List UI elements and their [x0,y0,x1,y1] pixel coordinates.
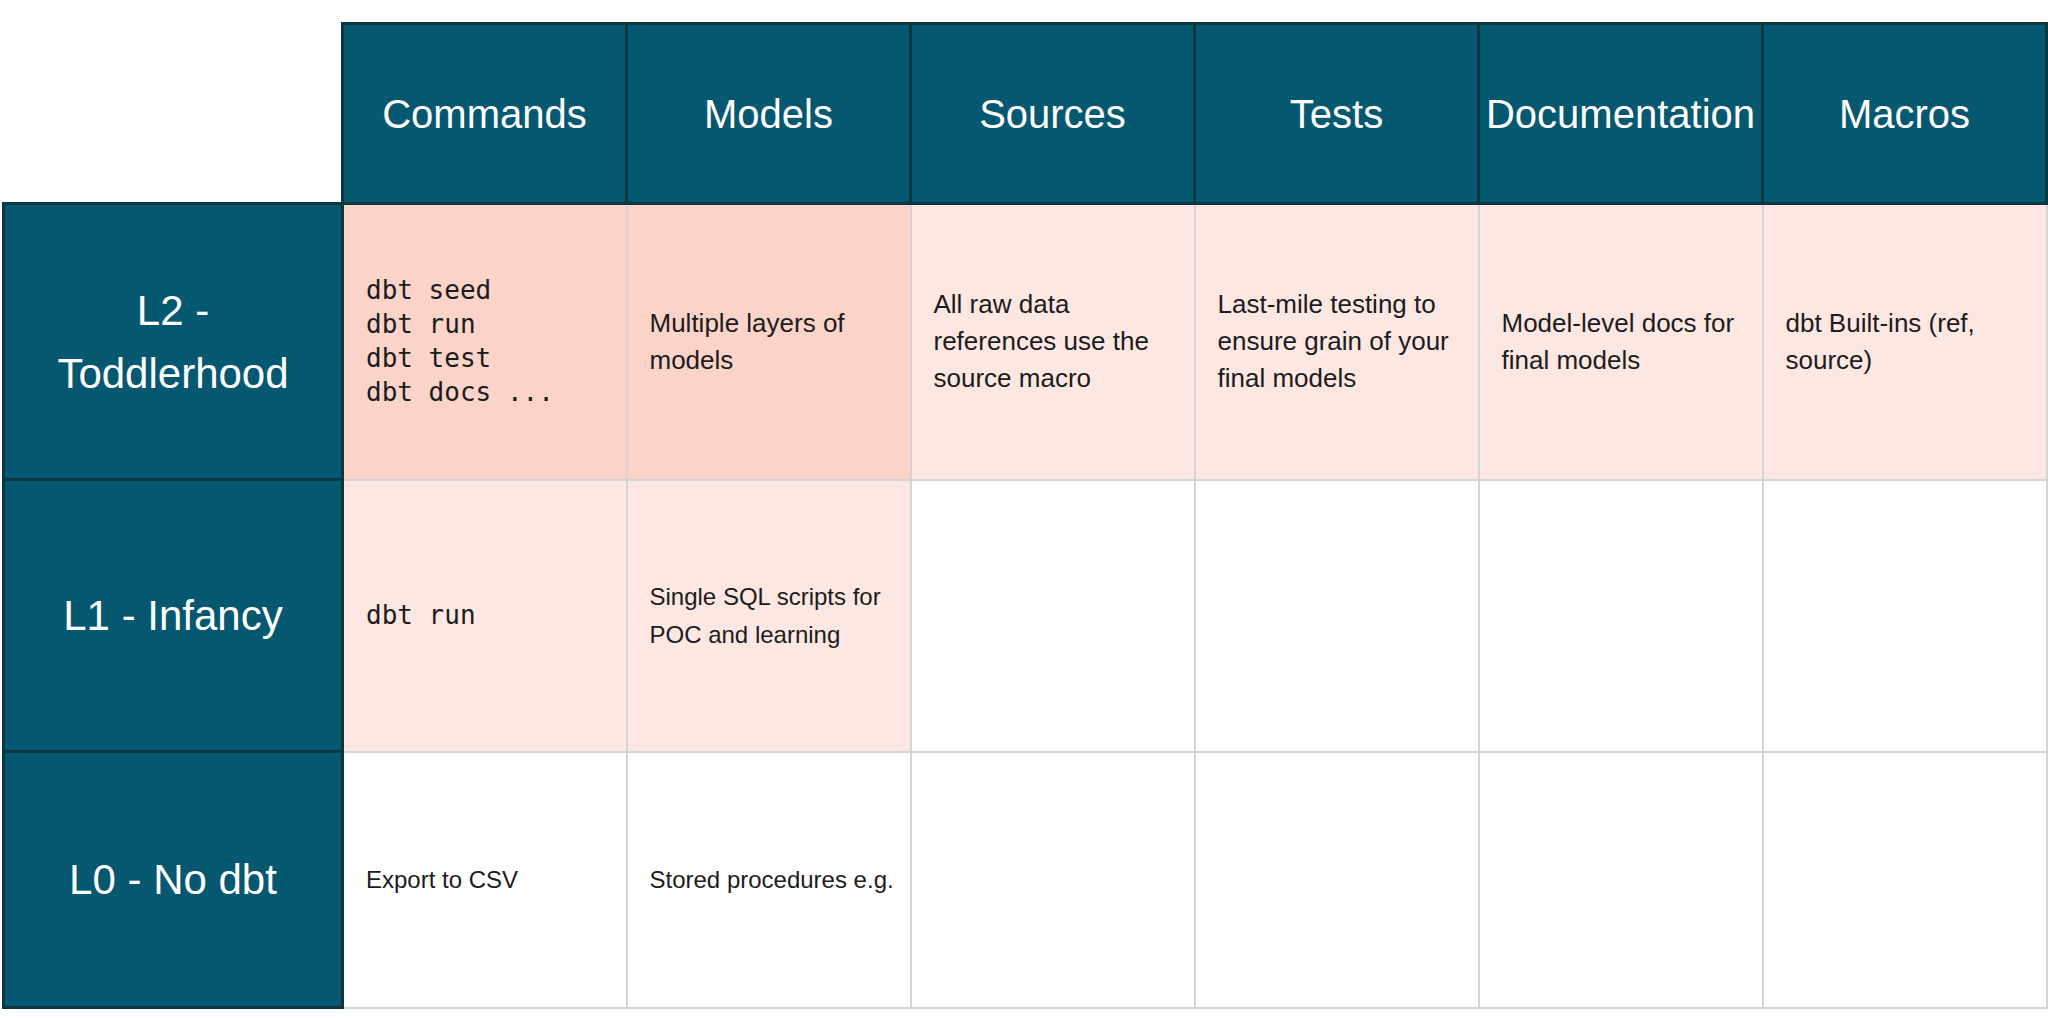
col-header-label: Sources [912,90,1193,138]
cell-text [1764,870,2046,890]
corner-spacer [4,24,343,204]
row-header-l2: L2 - Toddlerhood [4,204,343,480]
cell-text [1196,870,1478,890]
col-header-label: Macros [1764,90,2045,138]
row-header-label: L0 - No dbt [5,848,341,911]
cell-text: Last-mile testing to ensure grain of you… [1196,276,1478,407]
col-header-tests: Tests [1195,24,1479,204]
cell-text [1764,606,2046,626]
row-l0-no-dbt: L0 - No dbt Export to CSV Stored procedu… [4,752,2047,1008]
cell-l1-documentation [1479,480,1763,752]
cell-l1-sources [911,480,1195,752]
cell-text [912,606,1194,626]
cell-text: All raw data references use the source m… [912,276,1194,407]
col-header-commands: Commands [343,24,627,204]
cell-l2-tests: Last-mile testing to ensure grain of you… [1195,204,1479,480]
cell-text: Single SQL scripts for POC and learning [628,568,910,662]
cell-l0-tests [1195,752,1479,1008]
cell-text [912,870,1194,890]
code-block: dbt seed dbt run dbt test dbt docs ... [344,264,626,419]
col-header-models: Models [627,24,911,204]
cell-text [1196,606,1478,626]
cell-l2-documentation: Model-level docs for final models [1479,204,1763,480]
cell-text: dbt Built-ins (ref, source) [1764,295,2046,389]
col-header-label: Models [628,90,909,138]
cell-l0-macros [1763,752,2047,1008]
row-l1-infancy: L1 - Infancy dbt run Single SQL scripts … [4,480,2047,752]
cell-l0-sources [911,752,1195,1008]
row-header-label: L1 - Infancy [5,584,341,647]
cell-l0-commands: Export to CSV [343,752,627,1008]
row-header-l1: L1 - Infancy [4,480,343,752]
cell-l1-tests [1195,480,1479,752]
cell-text: Multiple layers of models [628,295,910,389]
col-header-label: Documentation [1480,90,1761,138]
cell-text: Model-level docs for final models [1480,295,1762,389]
cell-text [1480,870,1762,890]
row-l2-toddlerhood: L2 - Toddlerhood dbt seed dbt run dbt te… [4,204,2047,480]
col-header-sources: Sources [911,24,1195,204]
cell-l0-documentation [1479,752,1763,1008]
row-header-label: L2 - Toddlerhood [5,279,341,405]
col-header-documentation: Documentation [1479,24,1763,204]
cell-text: Export to CSV [344,851,626,908]
code-block: dbt run [344,589,626,643]
cell-l0-models: Stored procedures e.g. [627,752,911,1008]
cell-l2-commands: dbt seed dbt run dbt test dbt docs ... [343,204,627,480]
cell-l2-macros: dbt Built-ins (ref, source) [1763,204,2047,480]
col-header-label: Tests [1196,90,1477,138]
cell-l1-commands: dbt run [343,480,627,752]
cell-l1-models: Single SQL scripts for POC and learning [627,480,911,752]
cell-text: Stored procedures e.g. [628,851,910,908]
row-header-l0: L0 - No dbt [4,752,343,1008]
maturity-matrix-table: Commands Models Sources Tests Documentat… [2,22,2048,1009]
cell-l2-sources: All raw data references use the source m… [911,204,1195,480]
col-header-label: Commands [344,90,625,138]
cell-l2-models: Multiple layers of models [627,204,911,480]
column-header-row: Commands Models Sources Tests Documentat… [4,24,2047,204]
cell-l1-macros [1763,480,2047,752]
col-header-macros: Macros [1763,24,2047,204]
cell-text [1480,606,1762,626]
